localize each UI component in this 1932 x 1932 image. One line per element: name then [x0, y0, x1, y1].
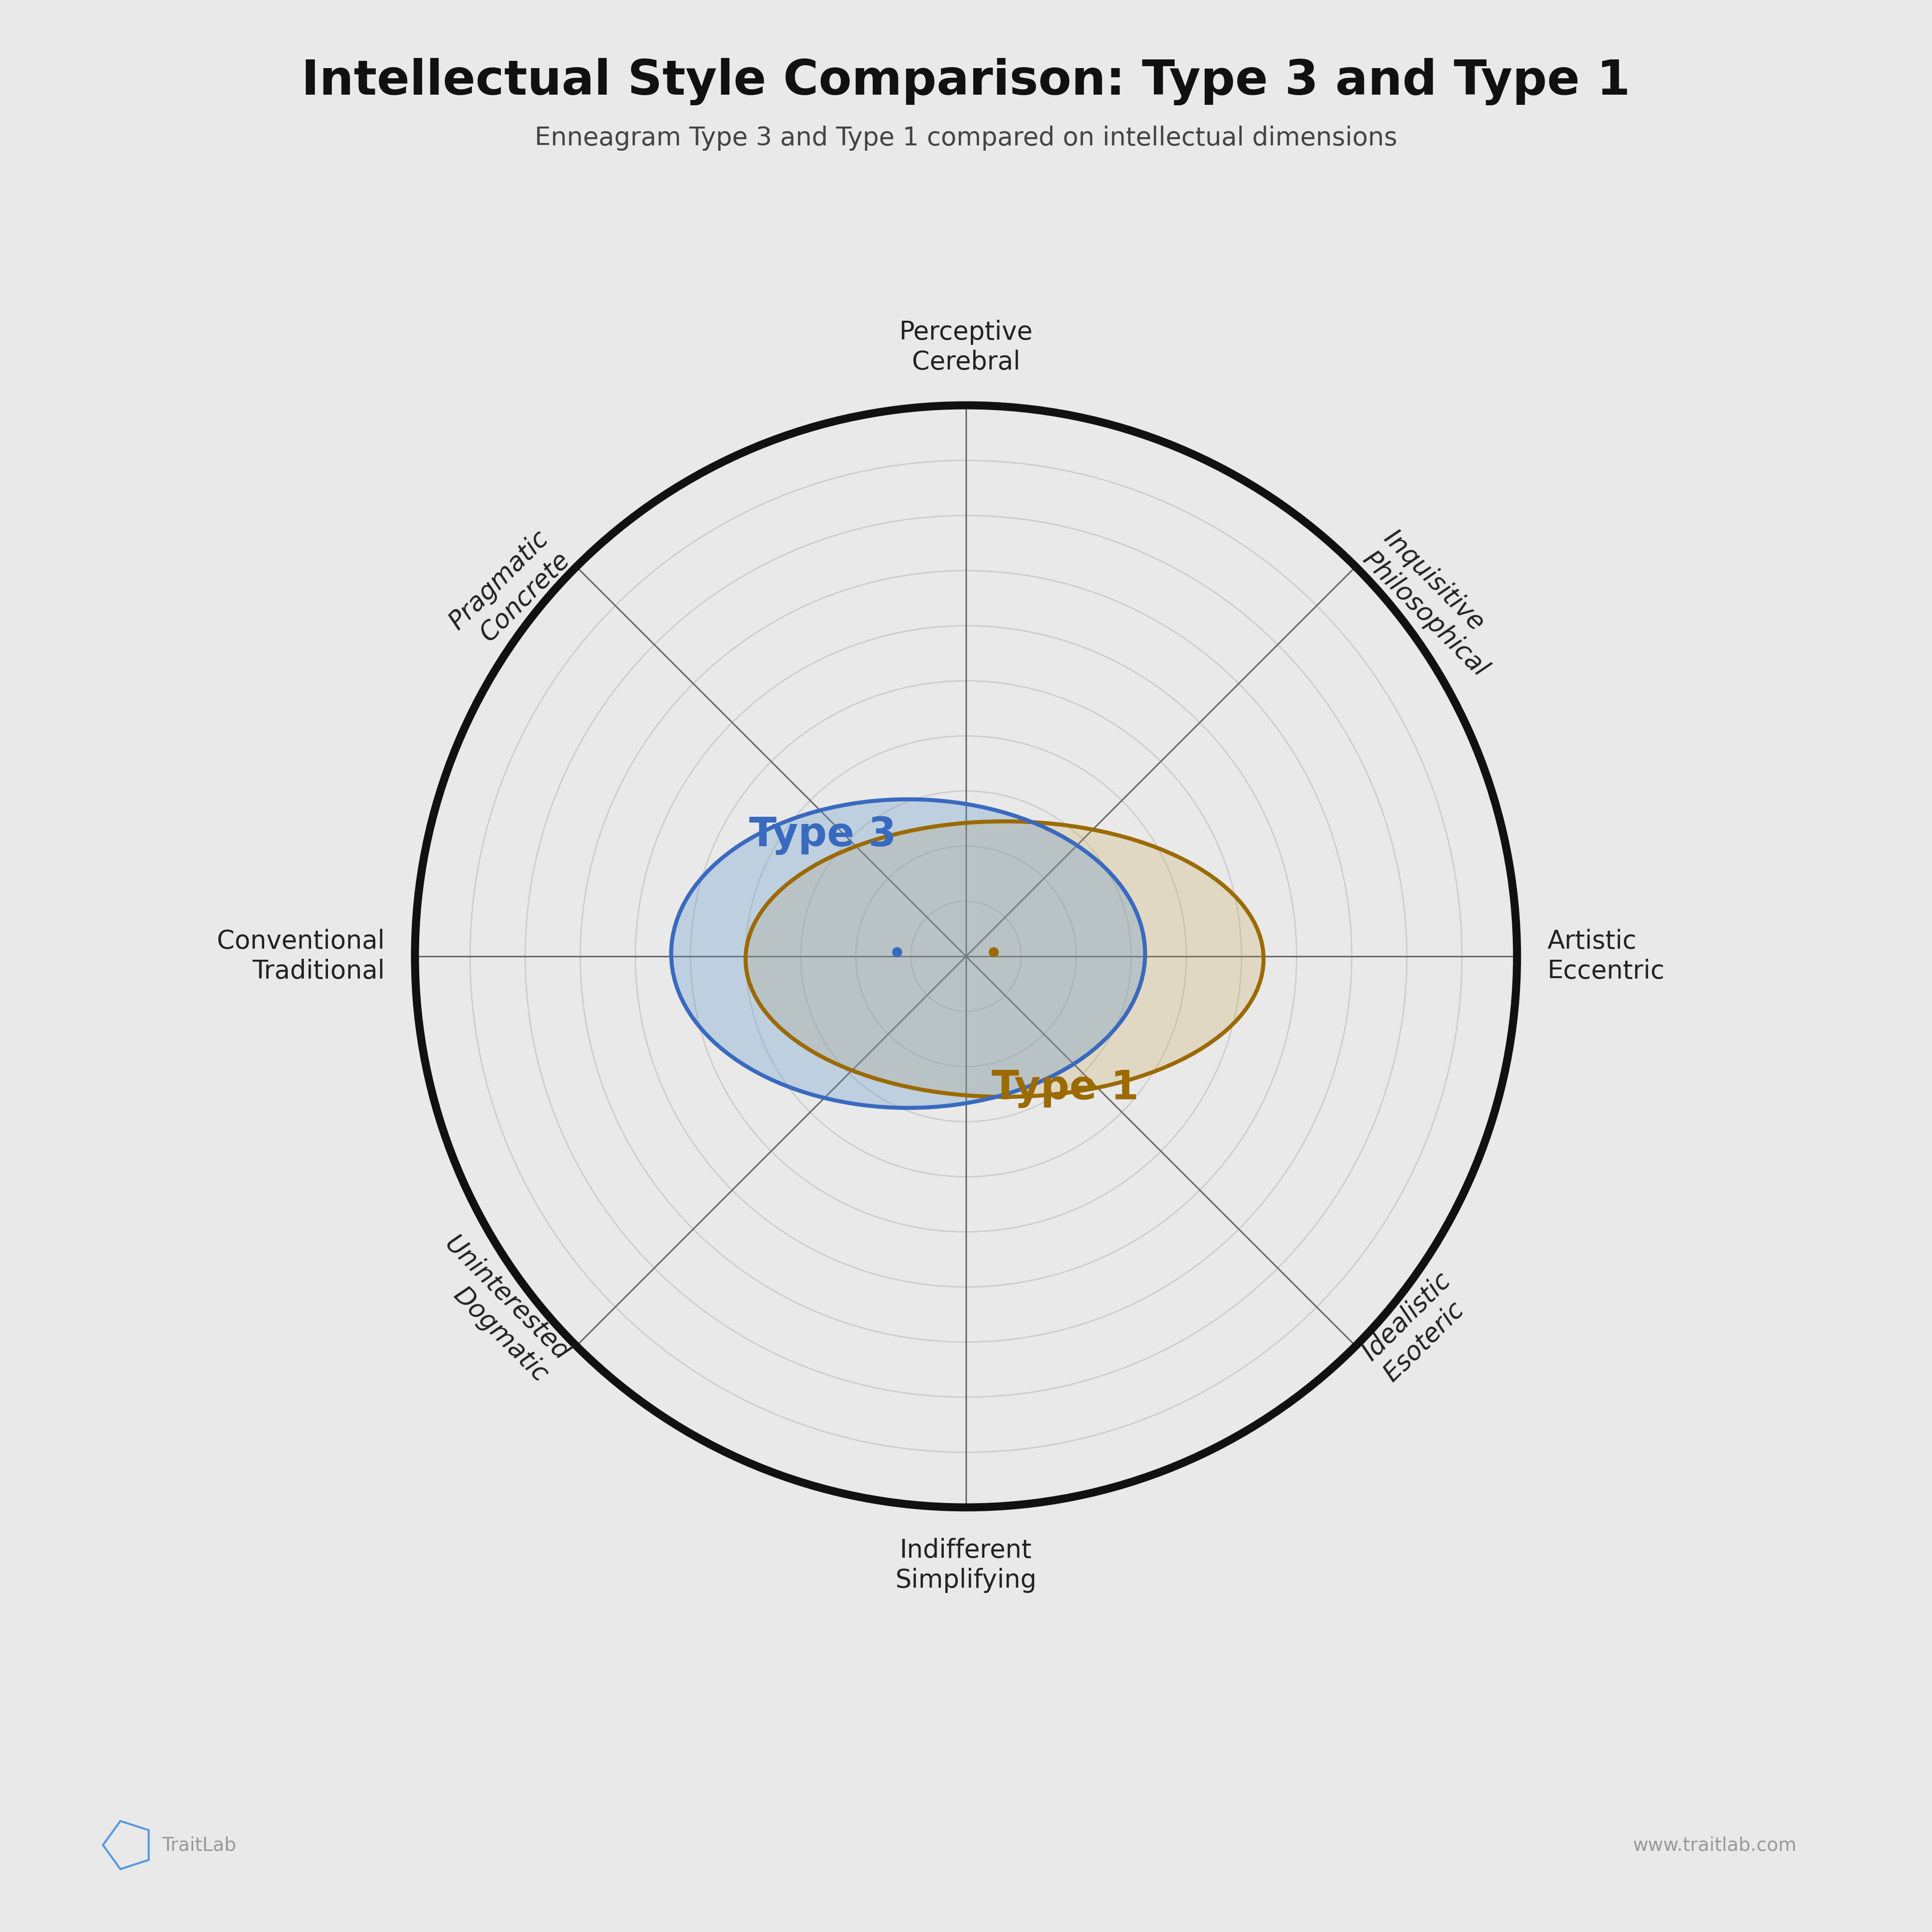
Ellipse shape	[746, 821, 1264, 1097]
Text: Pragmatic
Concrete: Pragmatic Concrete	[444, 526, 574, 657]
Text: Artistic
Eccentric: Artistic Eccentric	[1548, 929, 1665, 983]
Text: Enneagram Type 3 and Type 1 compared on intellectual dimensions: Enneagram Type 3 and Type 1 compared on …	[535, 126, 1397, 151]
Text: Inquisitive
Philosophical: Inquisitive Philosophical	[1358, 526, 1515, 682]
Text: TraitLab: TraitLab	[162, 1835, 236, 1855]
Text: Indifferent
Simplifying: Indifferent Simplifying	[895, 1538, 1037, 1592]
Text: Uninterested
Dogmatic: Uninterested Dogmatic	[419, 1231, 574, 1387]
Ellipse shape	[670, 800, 1146, 1107]
Text: Type 3: Type 3	[750, 815, 896, 854]
Text: Idealistic
Esoteric: Idealistic Esoteric	[1358, 1267, 1476, 1387]
Text: Conventional
Traditional: Conventional Traditional	[216, 929, 384, 983]
Text: Intellectual Style Comparison: Type 3 and Type 1: Intellectual Style Comparison: Type 3 an…	[301, 58, 1631, 104]
Text: www.traitlab.com: www.traitlab.com	[1633, 1835, 1797, 1855]
Text: Perceptive
Cerebral: Perceptive Cerebral	[898, 321, 1034, 375]
Text: Type 1: Type 1	[991, 1068, 1138, 1109]
